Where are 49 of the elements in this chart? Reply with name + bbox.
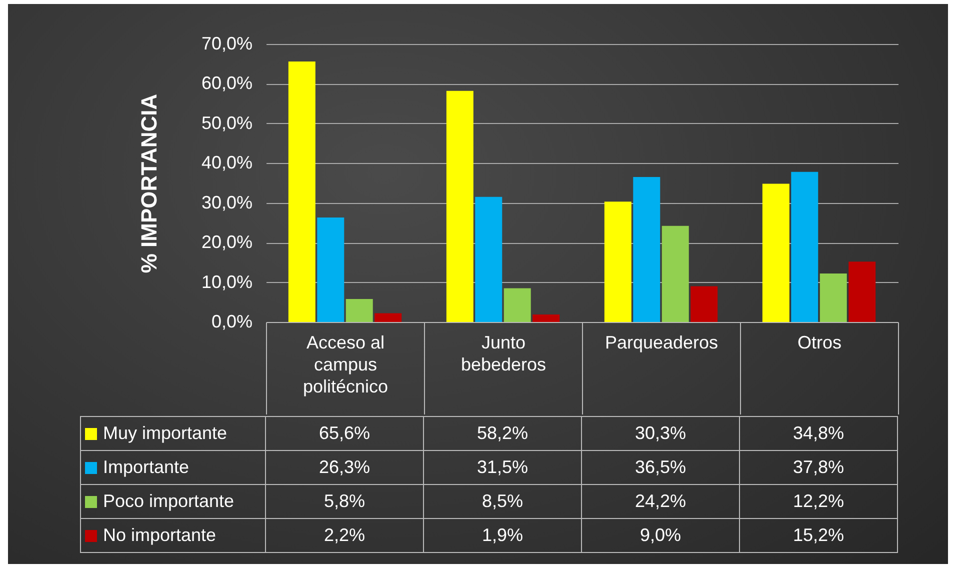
x-tick-label: Otros (797, 332, 842, 352)
y-tick-label: 10,0% (201, 272, 252, 292)
bar (791, 172, 818, 322)
bar (288, 61, 316, 322)
data-label: 37,8% (740, 450, 898, 484)
x-tick-label: Acceso al campus politécnico (302, 332, 388, 396)
data-label: 65,6% (266, 416, 424, 450)
x-tick-label: Junto bebederos (460, 332, 546, 374)
bar (604, 202, 632, 322)
data-label: 24,2% (582, 484, 740, 518)
data-label: 1,9% (424, 518, 582, 552)
bar (532, 314, 560, 322)
data-label: 15,2% (740, 518, 898, 552)
data-label: 30,3% (582, 416, 740, 450)
data-label: 5,8% (266, 484, 424, 518)
y-tick-label: 30,0% (201, 192, 252, 212)
data-label: 36,5% (582, 450, 740, 484)
y-tick-label: 50,0% (201, 112, 252, 133)
data-label: 58,2% (424, 416, 582, 450)
bar (317, 218, 344, 322)
legend-label: Muy importante (80, 416, 266, 450)
data-label: 26,3% (266, 450, 424, 484)
y-tick-label: 20,0% (201, 232, 252, 252)
legend-label: Poco importante (80, 484, 266, 518)
data-label: 9,0% (582, 518, 740, 552)
bar (475, 196, 502, 322)
y-tick-label: 70,0% (201, 34, 252, 54)
x-tick-label: Parqueaderos (604, 332, 718, 352)
y-tick-label: 0,0% (211, 312, 252, 332)
bar (633, 177, 660, 322)
bar (762, 184, 790, 322)
data-label: 8,5% (424, 484, 582, 518)
data-label: 34,8% (740, 416, 898, 450)
bar (504, 288, 531, 322)
bar (820, 274, 847, 322)
y-tick-label: 60,0% (201, 73, 252, 94)
data-label: 12,2% (740, 484, 898, 518)
bar (446, 90, 474, 322)
y-tick-label: 40,0% (201, 152, 252, 173)
y-axis-title: % IMPORTANCIA (136, 94, 162, 274)
bar (848, 262, 876, 322)
legend-label: Importante (80, 450, 266, 484)
data-label: 2,2% (266, 518, 424, 552)
bar (346, 298, 373, 322)
data-label: 31,5% (424, 450, 582, 484)
bar (662, 226, 689, 322)
bar (374, 313, 402, 322)
legend-label: No importante (80, 518, 266, 552)
bar (690, 286, 718, 322)
